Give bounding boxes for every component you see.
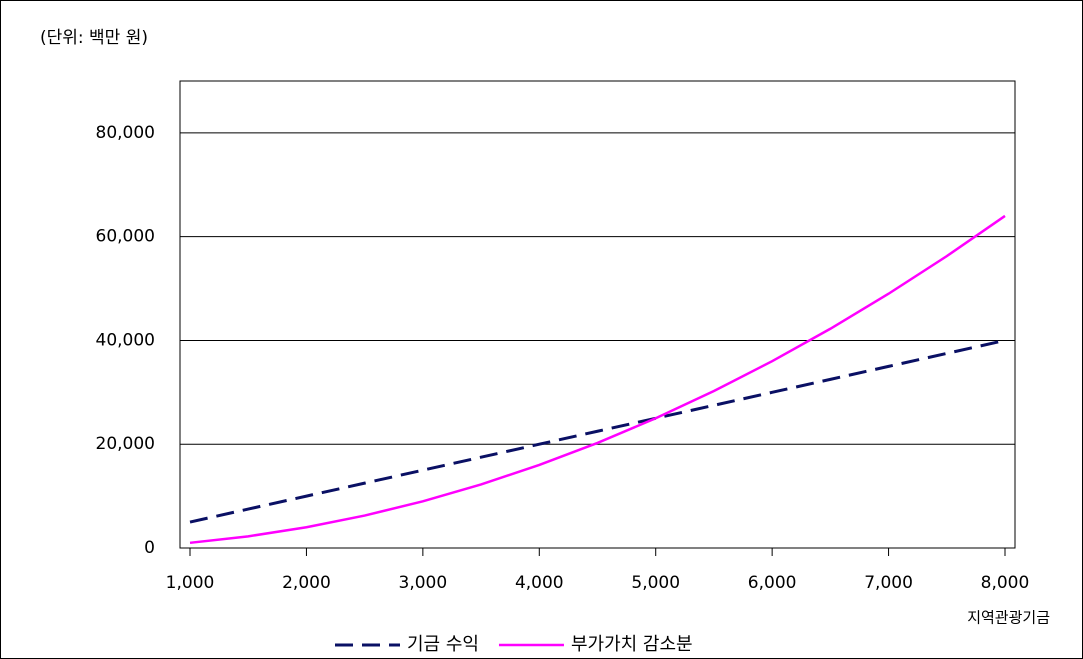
y-tick-label: 40,000 [96, 330, 155, 350]
legend-label: 부가가치 감소분 [571, 634, 693, 655]
y-tick-label: 0 [144, 538, 155, 558]
x-tick-label: 5,000 [631, 573, 680, 593]
x-tick-label: 6,000 [748, 573, 797, 593]
x-tick-label: 4,000 [515, 573, 564, 593]
y-tick-label: 20,000 [96, 434, 155, 454]
x-axis-label: 지역관광기금 [967, 609, 1050, 627]
x-tick-label: 3,000 [399, 573, 448, 593]
x-tick-label: 2,000 [282, 573, 331, 593]
legend-label: 기금 수익 [407, 634, 479, 655]
series-line [189, 338, 1006, 524]
x-tick-label: 7,000 [864, 573, 913, 593]
y-tick-label: 80,000 [96, 123, 155, 143]
unit-label: (단위: 백만 원) [40, 28, 148, 48]
x-tick-label: 1,000 [166, 573, 215, 593]
series-line [189, 214, 1006, 545]
x-tick-label: 8,000 [981, 573, 1030, 593]
plot-area [179, 80, 1016, 549]
y-tick-label: 60,000 [96, 227, 155, 247]
